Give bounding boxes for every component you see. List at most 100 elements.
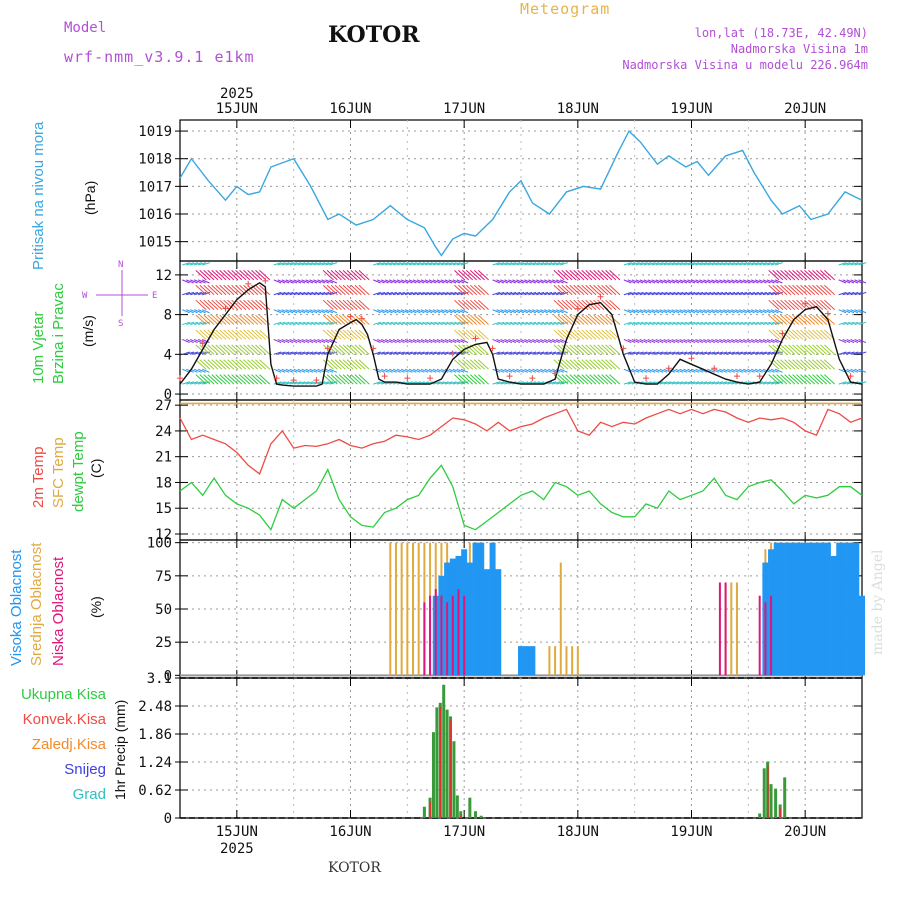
- high-cloud-bar: [836, 542, 843, 676]
- wind-barb: [687, 309, 696, 314]
- wind-barb: [293, 262, 302, 266]
- wind-barb: [524, 351, 533, 355]
- wind-barb: [400, 262, 409, 266]
- wind-barb: [727, 381, 736, 385]
- wind-barb: [524, 262, 533, 266]
- wind-barb: [565, 299, 577, 311]
- wind-barb: [388, 321, 397, 326]
- wind-barb: [354, 359, 366, 370]
- wind-barb: [215, 374, 227, 385]
- wind-barb: [259, 256, 269, 265]
- mid-cloud-bar: [565, 646, 568, 676]
- wind-barb: [597, 270, 609, 281]
- wind-barb: [804, 359, 816, 370]
- wind-barb: [667, 351, 676, 355]
- wind-barb: [766, 262, 775, 266]
- wind-barb: [334, 270, 346, 281]
- x-day-label-bottom: 16JUN: [329, 824, 371, 840]
- wind-barb: [754, 338, 763, 344]
- wind-barb: [762, 351, 771, 355]
- wind-barb: [354, 270, 366, 281]
- wind-barb: [516, 309, 525, 314]
- wind-gust-marker: [489, 345, 496, 352]
- wind-barb: [342, 374, 354, 385]
- wind-barb: [182, 338, 190, 344]
- wind-barb: [796, 359, 808, 370]
- wind-barb: [247, 329, 259, 340]
- wind-barb: [182, 279, 190, 284]
- wind-barb: [346, 299, 358, 311]
- wind-barb: [820, 284, 832, 296]
- wind-barb: [691, 262, 700, 266]
- wind-gust-marker: [824, 310, 831, 317]
- wind-barb: [801, 256, 811, 265]
- wind-barb: [424, 351, 433, 355]
- low-cloud-bar: [434, 589, 437, 676]
- wind-barb: [432, 338, 441, 344]
- y-tick-label: 18: [155, 475, 172, 491]
- wind-barb: [388, 291, 397, 296]
- wind-barb: [602, 256, 612, 265]
- wind-barb: [231, 270, 243, 281]
- wind-barb: [683, 338, 692, 344]
- compass-w: W: [82, 291, 88, 301]
- wind-barb: [569, 359, 581, 370]
- wind-barb: [800, 344, 812, 355]
- wind-barb: [428, 279, 437, 284]
- wind-barb: [428, 321, 437, 326]
- wind-barb: [329, 309, 338, 314]
- wind-barb: [762, 309, 771, 314]
- wind-barb: [647, 321, 656, 326]
- wind-barb: [577, 270, 589, 281]
- wind-barb: [424, 262, 433, 266]
- wind-barb: [293, 351, 302, 355]
- wind-barb: [788, 270, 800, 281]
- wind-barb: [711, 262, 720, 266]
- wind-barb: [824, 344, 836, 355]
- wind-barb: [556, 279, 564, 284]
- wind-barb: [850, 368, 859, 373]
- wind-barb: [651, 368, 660, 373]
- wind-barb: [239, 284, 251, 296]
- wind-barb: [313, 262, 322, 266]
- wind-barb: [313, 338, 322, 344]
- wind-barb: [743, 351, 752, 355]
- wind-barb: [695, 309, 704, 314]
- wind-barb: [548, 338, 556, 344]
- wind-barb: [594, 256, 604, 265]
- wind-barb: [392, 262, 401, 266]
- wind-barb: [219, 359, 231, 370]
- compass-s: S: [118, 319, 123, 328]
- wind-barb: [699, 279, 708, 284]
- wind-barb: [711, 291, 720, 296]
- wind-barb: [772, 359, 784, 370]
- wind-barb: [553, 314, 565, 325]
- wind-barb: [723, 262, 732, 266]
- wind-barb: [456, 338, 465, 344]
- wind-barb: [766, 309, 775, 314]
- wind-barb: [477, 374, 489, 385]
- wind-barb: [396, 309, 405, 314]
- wind-barb: [585, 329, 597, 340]
- wind-barb: [715, 279, 723, 284]
- wind-barb: [553, 270, 565, 281]
- wind-barb: [854, 262, 863, 266]
- wind-barb: [715, 309, 723, 314]
- wind-barb: [540, 338, 548, 344]
- wind-barb: [373, 309, 381, 314]
- y-tick-label: 1.24: [138, 755, 172, 771]
- y-tick-label: 1.86: [138, 727, 172, 743]
- wind-barb: [305, 338, 314, 344]
- wind-barb: [536, 291, 545, 296]
- wind-barb: [404, 321, 413, 326]
- wind-barb: [573, 374, 585, 385]
- wind-barb: [504, 321, 513, 326]
- wind-barb: [354, 299, 366, 311]
- wind-barb: [808, 374, 820, 385]
- wind-barb: [473, 270, 485, 281]
- wind-barb: [540, 351, 549, 355]
- wind-barb: [532, 351, 541, 355]
- wind-barb: [854, 351, 863, 355]
- wind-barb: [639, 279, 648, 284]
- wind-barb: [609, 314, 621, 325]
